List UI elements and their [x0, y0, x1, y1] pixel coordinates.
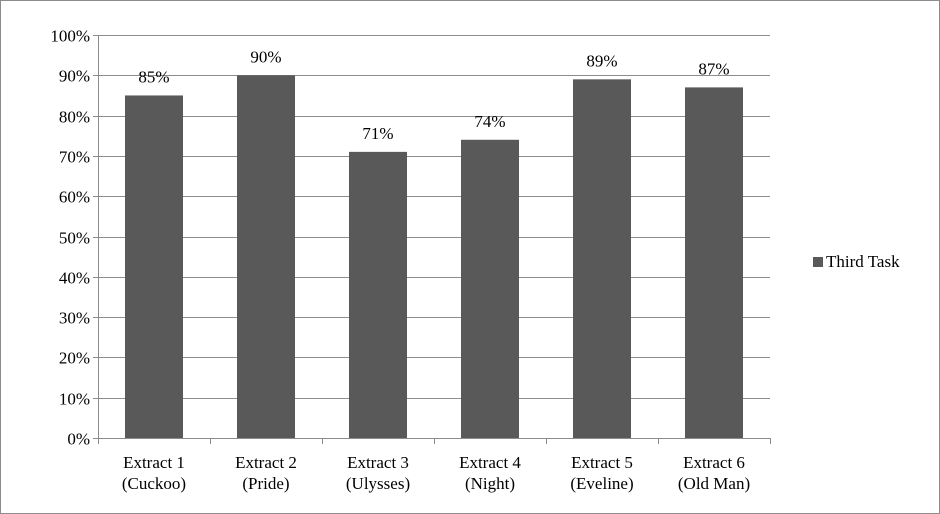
y-tick-label: 90%: [59, 67, 90, 86]
data-label-3: 71%: [362, 124, 393, 143]
x-tick-label: Extract 1: [123, 453, 185, 472]
x-tick-label: (Eveline): [570, 474, 633, 493]
x-tick-label: (Night): [465, 474, 515, 493]
data-label-4: 74%: [474, 112, 505, 131]
y-tick-label: 20%: [59, 349, 90, 368]
x-tick-label: Extract 3: [347, 453, 409, 472]
y-tick-label: 70%: [59, 148, 90, 167]
x-tick-label: Extract 2: [235, 453, 297, 472]
y-tick-label: 60%: [59, 188, 90, 207]
bar-3: [349, 151, 407, 438]
x-tick-label: (Cuckoo): [122, 474, 186, 493]
data-label-6: 87%: [698, 59, 729, 78]
legend-label: Third Task: [826, 252, 900, 271]
data-label-2: 90%: [250, 47, 281, 66]
x-axis-tick-labels: Extract 1 (Cuckoo) Extract 2 (Pride) Extract…: [122, 453, 750, 493]
y-tick-label: 50%: [59, 229, 90, 248]
y-tick-label: 80%: [59, 108, 90, 127]
y-tick-label: 30%: [59, 309, 90, 328]
bar-6: [685, 87, 743, 438]
legend: Third Task: [813, 252, 900, 271]
legend-swatch: [813, 257, 823, 267]
y-tick-label: 100%: [50, 27, 90, 46]
y-tick-label: 0%: [67, 430, 90, 449]
axes: [93, 35, 771, 444]
data-label-1: 85%: [138, 67, 169, 86]
bar-1: [125, 95, 183, 438]
x-tick-label: Extract 4: [459, 453, 521, 472]
x-tick-label: (Ulysses): [346, 474, 410, 493]
bar-2: [237, 75, 295, 439]
data-labels: 85% 90% 71% 74% 89% 87%: [138, 47, 729, 143]
x-tick-label: Extract 6: [683, 453, 745, 472]
bar-5: [573, 79, 631, 438]
data-label-5: 89%: [586, 51, 617, 70]
x-tick-label: (Pride): [242, 474, 289, 493]
y-tick-label: 10%: [59, 390, 90, 409]
bars: [125, 75, 743, 439]
x-tick-label: Extract 5: [571, 453, 633, 472]
y-axis-tick-labels: 0% 10% 20% 30% 40% 50% 60% 70% 80% 90% 100%: [50, 27, 90, 449]
y-tick-label: 40%: [59, 269, 90, 288]
x-tick-label: (Old Man): [678, 474, 750, 493]
bar-4: [461, 139, 519, 438]
gridlines: [98, 35, 770, 399]
